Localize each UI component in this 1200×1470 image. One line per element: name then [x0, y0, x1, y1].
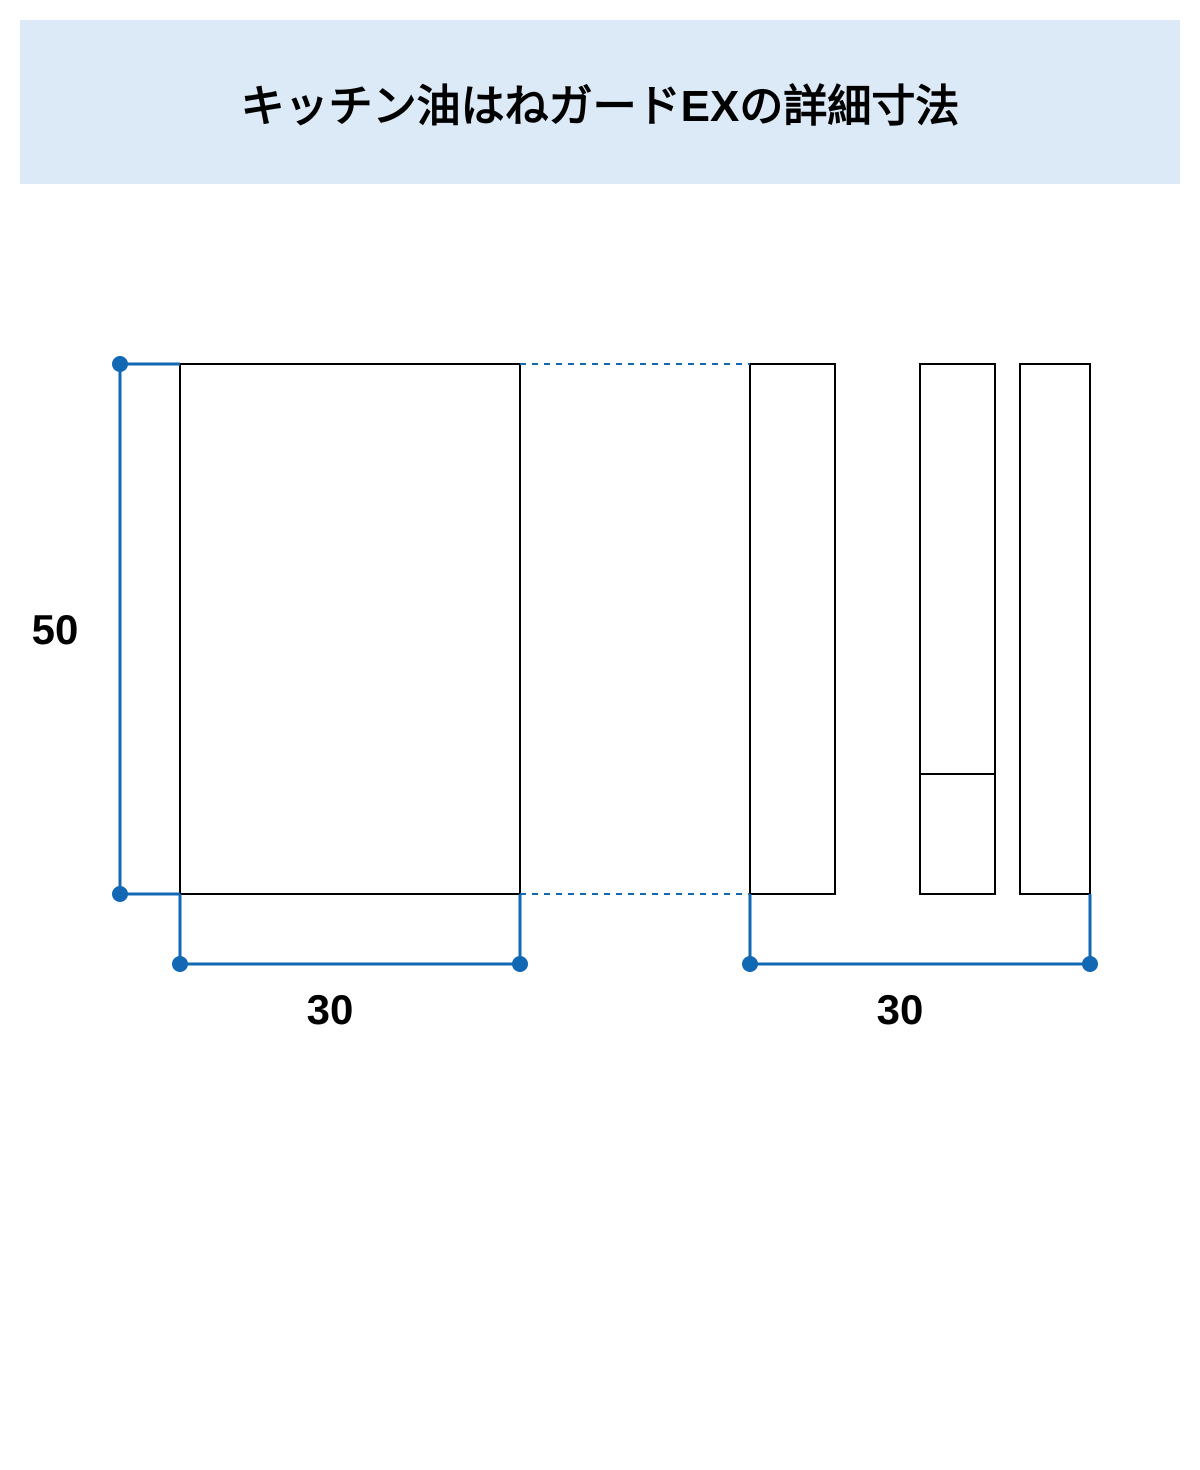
circle-element	[112, 886, 128, 902]
circle-element	[1082, 956, 1098, 972]
rect-element	[920, 364, 995, 894]
rect-element	[750, 364, 835, 894]
height-dimension-label: 50	[32, 606, 79, 653]
circle-element	[112, 356, 128, 372]
technical-drawing: 50 30 30	[0, 284, 1200, 1184]
width-right-dimension-label: 30	[877, 986, 924, 1033]
width-left-dimension-label: 30	[307, 986, 354, 1033]
circle-element	[172, 956, 188, 972]
rect-element	[180, 364, 520, 894]
rect-element	[1020, 364, 1090, 894]
page-title: キッチン油はねガードEXの詳細寸法	[40, 70, 1160, 134]
circle-element	[742, 956, 758, 972]
diagram-container: 50 30 30	[0, 284, 1200, 1284]
circle-element	[512, 956, 528, 972]
header-banner: キッチン油はねガードEXの詳細寸法	[20, 20, 1180, 184]
